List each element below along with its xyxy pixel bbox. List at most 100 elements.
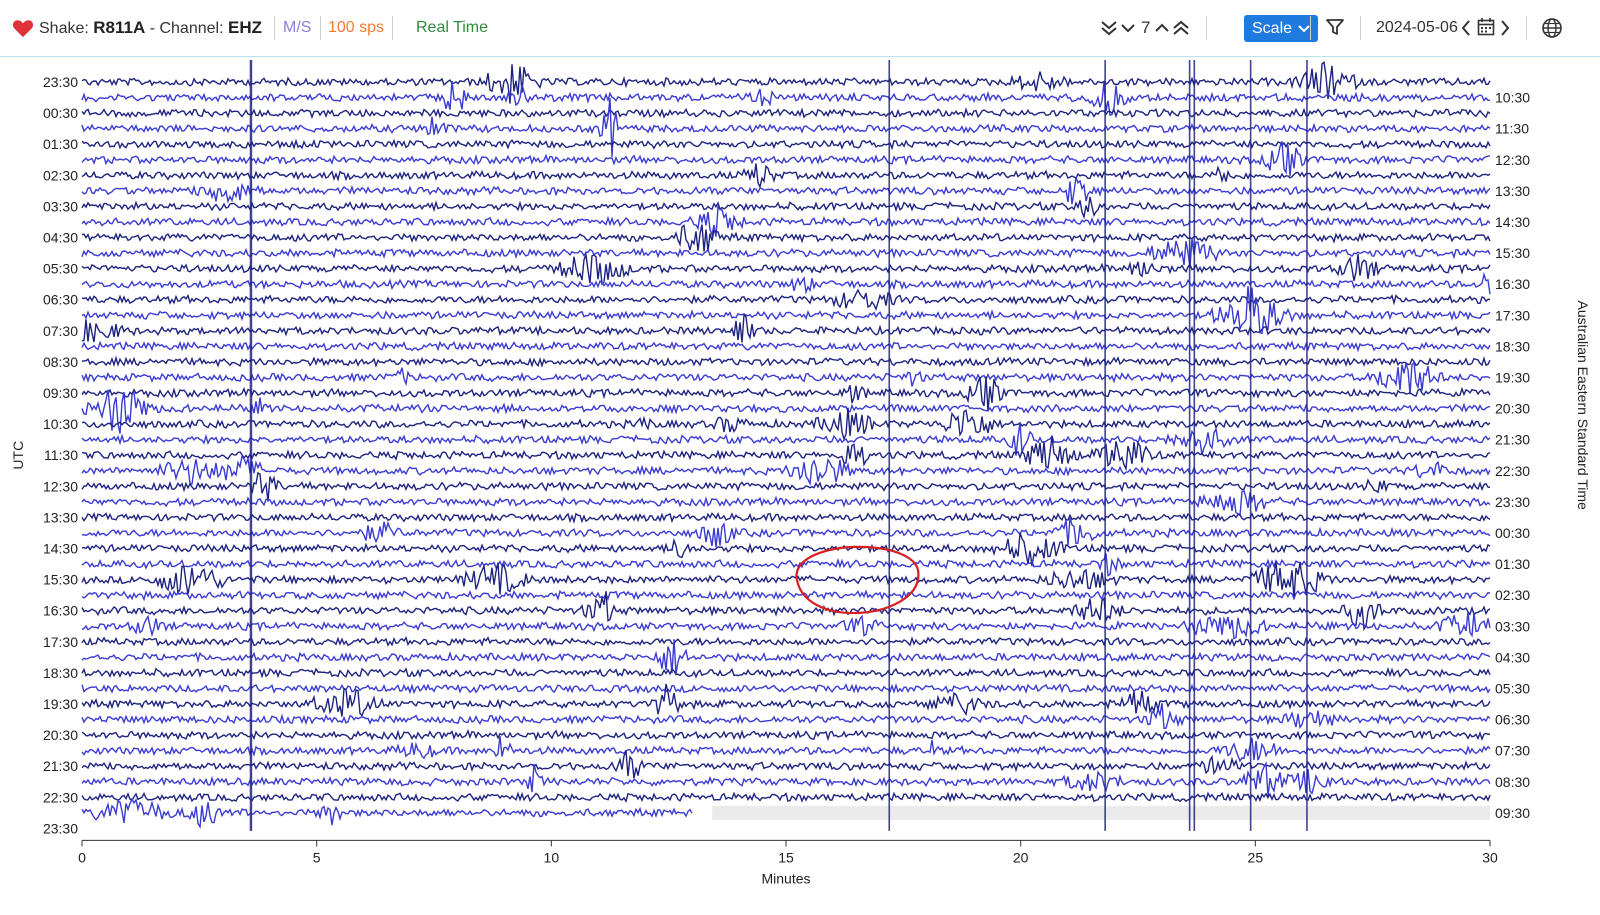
local-tick-label: 04:30 [1495, 649, 1530, 665]
utc-tick-label: 04:30 [43, 230, 78, 246]
trace-row [81, 313, 1491, 343]
x-tick-label: 5 [313, 849, 321, 865]
local-tick-label: 13:30 [1495, 183, 1530, 199]
trace-row [81, 286, 1491, 335]
x-tick-label: 30 [1482, 849, 1498, 865]
utc-tick-label: 21:30 [43, 758, 78, 774]
toolbar: Shake: R811A - Channel: EHZ M/S 100 sps … [0, 0, 1600, 57]
local-axis-title: Australian Eastern Standard Time [1575, 301, 1591, 511]
x-tick-label: 20 [1013, 849, 1029, 865]
trace-row [81, 360, 1491, 395]
utc-tick-label: 02:30 [43, 167, 78, 183]
utc-tick-label: 06:30 [43, 292, 78, 308]
chevron-right-icon[interactable] [1499, 19, 1511, 37]
trace-row [81, 797, 693, 830]
divider [320, 16, 321, 40]
local-tick-label: 20:30 [1495, 401, 1530, 417]
x-tick-label: 0 [78, 849, 86, 865]
x-tick-label: 15 [778, 849, 794, 865]
real-time-button[interactable]: Real Time [416, 19, 489, 36]
divider [1206, 16, 1207, 40]
trace-row [81, 553, 1491, 577]
utc-tick-label: 13:30 [43, 509, 78, 525]
zoom-level: 7 [1141, 18, 1151, 37]
trace-row [81, 703, 1491, 730]
station-name: R811A [93, 18, 146, 37]
divider [1526, 16, 1527, 40]
utc-tick-label: 18:30 [43, 665, 78, 681]
trace-row [81, 340, 1491, 353]
trace-row [81, 517, 1491, 548]
trace-row [81, 683, 1491, 717]
local-tick-label: 22:30 [1495, 463, 1530, 479]
utc-tick-label: 07:30 [43, 323, 78, 339]
trace-row [81, 761, 1491, 797]
utc-tick-label: 16:30 [43, 603, 78, 619]
trace-row [81, 791, 1491, 803]
utc-tick-label: 12:30 [43, 478, 78, 494]
chevron-down-icon [1298, 25, 1310, 33]
divider [1310, 16, 1311, 40]
utc-tick-label: 08:30 [43, 354, 78, 370]
local-tick-label: 23:30 [1495, 494, 1530, 510]
x-tick-label: 25 [1248, 849, 1264, 865]
heart-icon [12, 20, 34, 38]
scale-label: Scale [1252, 20, 1293, 37]
trace-row [81, 80, 1491, 116]
trace-row [81, 141, 1490, 176]
utc-tick-label: 09:30 [43, 385, 78, 401]
trace-row [81, 471, 1491, 502]
trace-row [81, 666, 1491, 679]
trace-row [81, 407, 1491, 441]
divider [1360, 16, 1361, 40]
local-tick-label: 16:30 [1495, 276, 1530, 292]
local-tick-label: 01:30 [1495, 556, 1530, 572]
utc-axis-title: UTC [10, 441, 26, 470]
annotation-ellipse [795, 545, 920, 615]
utc-tick-label: 14:30 [43, 541, 78, 557]
utc-tick-label: 15:30 [43, 572, 78, 588]
double-chevron-down-icon[interactable] [1100, 19, 1118, 37]
utc-tick-label: 23:30 [43, 74, 78, 90]
trace-row [81, 589, 1491, 602]
trace-row [81, 389, 1491, 434]
trace-row [81, 107, 1491, 120]
utc-tick-label: 05:30 [43, 261, 78, 277]
chevron-up-icon[interactable] [1154, 19, 1170, 37]
utc-tick-label: 22:30 [43, 789, 78, 805]
trace-row [81, 196, 1491, 220]
sample-rate[interactable]: 100 sps [328, 19, 385, 36]
trace-row [81, 224, 1491, 252]
chevron-left-icon[interactable] [1460, 19, 1472, 37]
local-tick-label: 19:30 [1495, 369, 1530, 385]
helicorder-plot[interactable]: 0 5 10 15 20 25 30 Minutes 23:30 00:30 01:30 02:30 0… [0, 57, 1600, 915]
local-tick-label: 17:30 [1495, 307, 1530, 323]
date-display[interactable]: 2024-05-06 [1376, 19, 1458, 36]
local-tick-label: 10:30 [1495, 90, 1530, 106]
double-chevron-up-icon[interactable] [1172, 19, 1190, 37]
utc-tick-label: 17:30 [43, 634, 78, 650]
x-axis-title: Minutes [761, 870, 810, 886]
trace-row [81, 436, 1491, 472]
plot-axes: 0 5 10 15 20 25 30 Minutes 23:30 00:30 01:30 02:30 0… [10, 74, 1591, 886]
trace-row [81, 591, 1491, 631]
globe-icon[interactable] [1541, 17, 1563, 39]
local-tick-label: 07:30 [1495, 743, 1530, 759]
calendar-icon[interactable] [1477, 17, 1495, 37]
trace-row [81, 60, 1491, 104]
utc-tick-label: 03:30 [43, 198, 78, 214]
utc-tick-label: 01:30 [43, 136, 78, 152]
filter-icon[interactable] [1325, 17, 1345, 37]
trace-row [81, 489, 1491, 517]
station-info: Shake: R811A - Channel: EHZ [39, 16, 262, 41]
trace-row [81, 238, 1491, 268]
shake-label: Shake: [39, 20, 89, 37]
local-tick-label: 05:30 [1495, 680, 1530, 696]
units-toggle[interactable]: M/S [283, 19, 312, 36]
utc-tick-label: 00:30 [43, 105, 78, 121]
trace-row [81, 454, 1491, 487]
utc-tick-label: 20:30 [43, 727, 78, 743]
trace-row [81, 635, 1491, 648]
scale-button[interactable]: Scale [1244, 15, 1318, 42]
chevron-down-icon[interactable] [1120, 19, 1136, 37]
